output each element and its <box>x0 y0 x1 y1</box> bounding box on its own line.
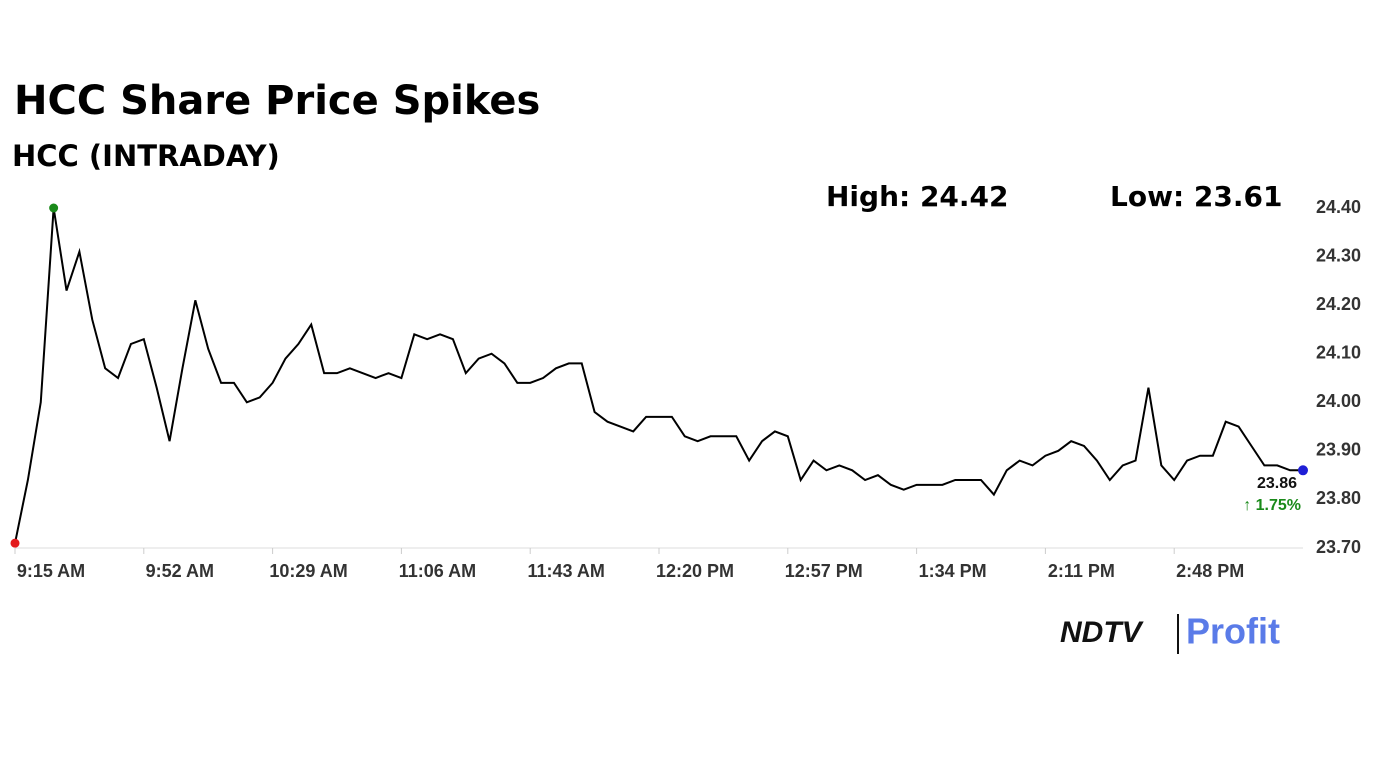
y-tick-label: 24.20 <box>1316 294 1361 314</box>
y-tick-label: 24.40 <box>1316 197 1361 217</box>
y-tick-label: 24.00 <box>1316 391 1361 411</box>
x-tick-label: 11:43 AM <box>528 561 605 581</box>
logo-product: Profit <box>1186 611 1280 652</box>
high-label: High: 24.42 <box>826 180 1009 213</box>
y-tick-label: 23.80 <box>1316 488 1361 508</box>
logo: NDTV Profit <box>1060 611 1280 654</box>
x-tick-label: 2:11 PM <box>1048 561 1115 581</box>
x-tick-label: 11:06 AM <box>399 561 476 581</box>
logo-brand: NDTV <box>1060 616 1145 649</box>
x-tick-label: 2:48 PM <box>1176 561 1244 581</box>
high-marker <box>49 203 59 213</box>
price-line <box>14 207 1303 544</box>
x-tick-label: 1:34 PM <box>919 561 987 581</box>
chart-subtitle: HCC (INTRADAY) <box>12 139 280 173</box>
y-tick-label: 24.10 <box>1316 342 1361 362</box>
x-tick-label: 9:15 AM <box>17 561 85 581</box>
y-tick-label: 23.90 <box>1316 440 1361 460</box>
y-tick-label: 24.30 <box>1316 245 1361 265</box>
x-tick-label: 10:29 AM <box>269 561 347 581</box>
x-tick-label: 12:57 PM <box>785 561 863 581</box>
x-tick-label: 12:20 PM <box>656 561 734 581</box>
low-marker <box>10 538 20 548</box>
change-label: ↑ 1.75% <box>1243 497 1301 514</box>
last-value-label: 23.86 <box>1257 475 1297 492</box>
y-tick-label: 23.70 <box>1316 537 1361 557</box>
x-tick-label: 9:52 AM <box>146 561 214 581</box>
last-marker <box>1298 465 1308 476</box>
low-label: Low: 23.61 <box>1110 180 1282 213</box>
chart-title: HCC Share Price Spikes <box>14 78 540 124</box>
